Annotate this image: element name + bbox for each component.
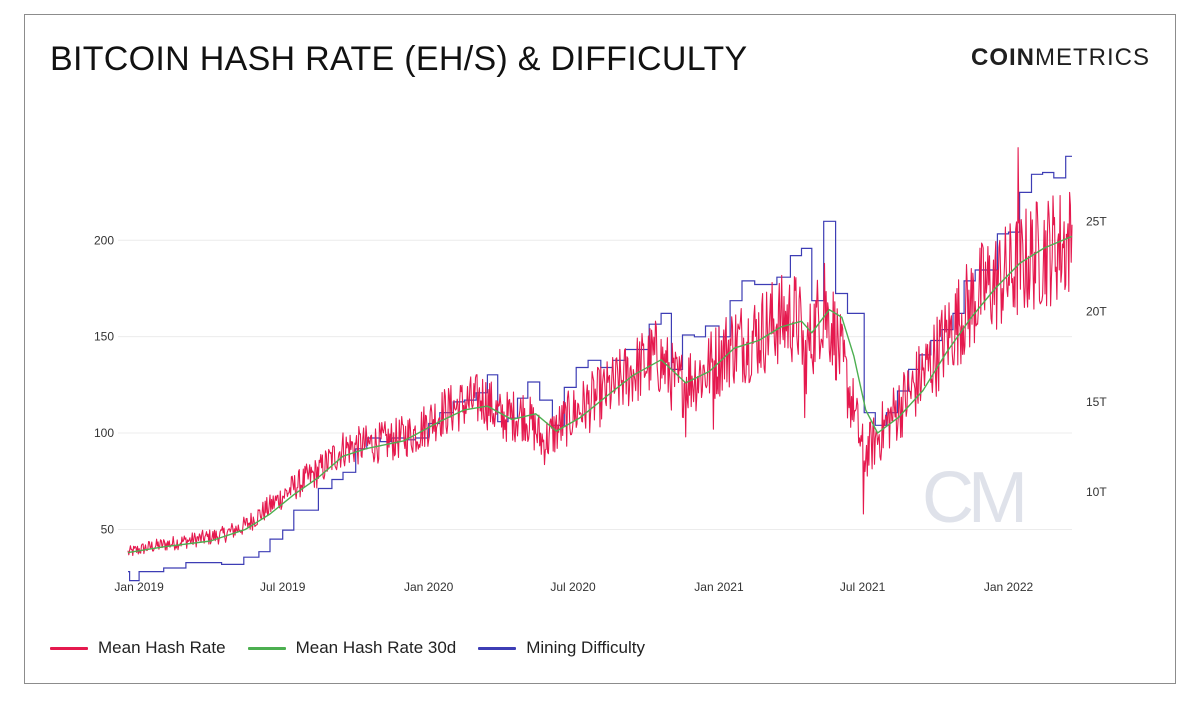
legend-swatch-hash: [50, 646, 88, 650]
watermark: CM: [922, 458, 1023, 538]
legend-swatch-30d: [247, 646, 286, 650]
y-left-tick-label: 200: [94, 233, 114, 247]
series-mean-hash-rate: [127, 147, 1073, 557]
y-right-tick-label: 15T: [1086, 395, 1107, 409]
y-left-tick-label: 100: [94, 426, 114, 440]
axes: 50 100 150 200 10T 15T 20T 25T Jan 2019 Jul 2019 J…: [94, 214, 1107, 594]
x-tick-label: Jul 2021: [840, 580, 886, 594]
x-tick-label: Jul 2020: [550, 580, 596, 594]
legend: Mean Hash Rate Mean Hash Rate 30d Mining…: [50, 638, 645, 658]
legend-label: Mean Hash Rate: [98, 638, 226, 657]
series-mean-hash-rate-30d: [127, 235, 1073, 554]
brand-coin: COIN: [971, 44, 1035, 71]
x-tick-label: Jan 2020: [404, 580, 454, 594]
brand-metrics: METRICS: [1035, 44, 1150, 71]
y-left-tick-label: 150: [94, 330, 114, 344]
hash-rate-30d-line: [127, 235, 1073, 554]
legend-swatch-difficulty: [478, 646, 517, 650]
legend-label: Mean Hash Rate 30d: [295, 638, 457, 657]
x-tick-label: Jan 2021: [694, 580, 744, 594]
legend-label: Mining Difficulty: [526, 638, 645, 657]
y-right-tick-label: 25T: [1086, 214, 1107, 228]
hash-rate-line: [127, 147, 1073, 557]
chart-frame: [24, 14, 1176, 684]
legend-item-mining-difficulty[interactable]: Mining Difficulty: [478, 638, 645, 658]
brand-logo: COINMETRICS: [971, 44, 1150, 72]
y-right-tick-label: 10T: [1086, 485, 1107, 499]
chart-title: BITCOIN HASH RATE (EH/S) & DIFFICULTY: [50, 40, 748, 78]
legend-item-mean-hash-rate-30d[interactable]: Mean Hash Rate 30d: [247, 638, 457, 658]
x-tick-label: Jul 2019: [260, 580, 306, 594]
y-left-tick-label: 50: [101, 522, 115, 536]
x-tick-label: Jan 2022: [984, 580, 1034, 594]
x-tick-label: Jan 2019: [114, 580, 164, 594]
legend-item-mean-hash-rate[interactable]: Mean Hash Rate: [50, 638, 226, 658]
y-right-tick-label: 20T: [1086, 305, 1107, 319]
gridlines: [118, 239, 1072, 530]
